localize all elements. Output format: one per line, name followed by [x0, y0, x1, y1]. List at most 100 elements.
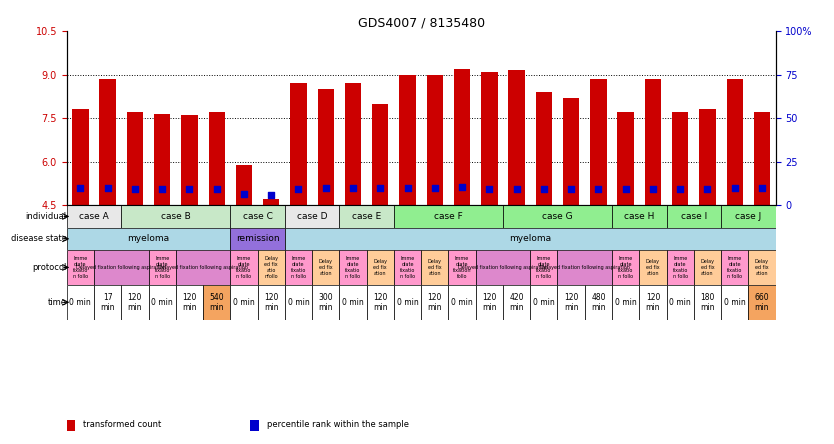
- Point: [292, 186, 305, 193]
- Text: case F: case F: [434, 212, 463, 221]
- Bar: [203, 285, 230, 320]
- Title: GDS4007 / 8135480: GDS4007 / 8135480: [358, 17, 485, 30]
- Bar: [176, 285, 203, 320]
- Text: 0 min: 0 min: [670, 298, 691, 307]
- Bar: [148, 285, 176, 320]
- Bar: [475, 285, 503, 320]
- Point: [756, 184, 769, 191]
- Text: 0 min: 0 min: [69, 298, 91, 307]
- Bar: [585, 285, 612, 320]
- Bar: [121, 205, 230, 228]
- Bar: [230, 205, 285, 228]
- Bar: [699, 110, 716, 205]
- Bar: [721, 285, 748, 320]
- Text: Delay
ed fix
ation: Delay ed fix ation: [319, 259, 333, 276]
- Bar: [612, 285, 640, 320]
- Bar: [230, 228, 285, 250]
- Bar: [427, 75, 443, 205]
- Bar: [399, 75, 415, 205]
- Bar: [236, 165, 252, 205]
- Text: 17
min: 17 min: [100, 293, 115, 312]
- Bar: [503, 285, 530, 320]
- Bar: [208, 112, 225, 205]
- Point: [155, 186, 168, 193]
- Text: 0 min: 0 min: [724, 298, 746, 307]
- Text: percentile rank within the sample: percentile rank within the sample: [267, 420, 409, 429]
- Bar: [67, 250, 94, 285]
- Text: 0 min: 0 min: [288, 298, 309, 307]
- Text: 120
min: 120 min: [428, 293, 442, 312]
- Bar: [258, 285, 285, 320]
- Text: disease state: disease state: [11, 234, 67, 243]
- Bar: [481, 72, 498, 205]
- Text: myeloma: myeloma: [128, 234, 169, 243]
- Text: protocol: protocol: [33, 263, 67, 272]
- Bar: [503, 205, 612, 228]
- Bar: [721, 250, 748, 285]
- Bar: [394, 285, 421, 320]
- Text: time: time: [48, 298, 67, 307]
- Bar: [263, 199, 279, 205]
- Point: [264, 191, 278, 198]
- Bar: [449, 285, 475, 320]
- Bar: [312, 285, 339, 320]
- Bar: [754, 112, 770, 205]
- Bar: [563, 98, 580, 205]
- Text: 120
min: 120 min: [482, 293, 496, 312]
- Bar: [475, 250, 530, 285]
- Bar: [290, 83, 307, 205]
- Bar: [557, 285, 585, 320]
- Bar: [230, 285, 258, 320]
- Bar: [372, 103, 389, 205]
- Bar: [612, 205, 666, 228]
- Text: Imme
diate
fixatio
n follo: Imme diate fixatio n follo: [236, 256, 252, 279]
- Text: Imme
diate
fixatio
n follo: Imme diate fixatio n follo: [154, 256, 170, 279]
- Bar: [640, 250, 666, 285]
- Bar: [344, 83, 361, 205]
- Bar: [454, 69, 470, 205]
- Point: [319, 185, 333, 192]
- Point: [674, 185, 687, 192]
- Text: 120
min: 120 min: [264, 293, 279, 312]
- Bar: [672, 112, 688, 205]
- Point: [510, 185, 523, 192]
- Text: Imme
diate
fixatio
n follo: Imme diate fixatio n follo: [73, 256, 88, 279]
- Text: 120
min: 120 min: [182, 293, 197, 312]
- Text: 0 min: 0 min: [533, 298, 555, 307]
- Bar: [721, 205, 776, 228]
- Bar: [590, 79, 606, 205]
- Bar: [67, 205, 121, 228]
- Text: case I: case I: [681, 212, 707, 221]
- Bar: [640, 285, 666, 320]
- Point: [565, 186, 578, 193]
- Bar: [154, 114, 170, 205]
- Bar: [394, 250, 421, 285]
- Text: 480
min: 480 min: [591, 293, 605, 312]
- Bar: [67, 228, 230, 250]
- Text: 120
min: 120 min: [373, 293, 388, 312]
- Text: Imme
diate
fixatio
n follo: Imme diate fixatio n follo: [672, 256, 688, 279]
- Text: Delay
ed fix
ation: Delay ed fix ation: [646, 259, 660, 276]
- Text: remission: remission: [236, 234, 279, 243]
- Text: Imme
diate
fixatio
n follo: Imme diate fixatio n follo: [618, 256, 633, 279]
- Text: 120
min: 120 min: [128, 293, 142, 312]
- Point: [401, 184, 414, 191]
- Bar: [421, 250, 449, 285]
- Bar: [285, 285, 312, 320]
- Bar: [617, 112, 634, 205]
- Bar: [449, 250, 475, 285]
- Text: individual: individual: [26, 212, 67, 221]
- Bar: [645, 79, 661, 205]
- Text: 540
min: 540 min: [209, 293, 224, 312]
- Bar: [394, 205, 503, 228]
- Text: Imme
diate
fixation
follo: Imme diate fixation follo: [453, 256, 471, 279]
- Text: 420
min: 420 min: [510, 293, 524, 312]
- Text: 0 min: 0 min: [451, 298, 473, 307]
- Text: Delayed fixation following aspiration: Delayed fixation following aspiration: [458, 265, 548, 270]
- Text: Delay
ed fix
atio
nfollo: Delay ed fix atio nfollo: [264, 256, 279, 279]
- Text: case H: case H: [624, 212, 655, 221]
- Point: [619, 185, 632, 192]
- Text: case J: case J: [736, 212, 761, 221]
- Bar: [285, 228, 776, 250]
- Point: [346, 185, 359, 192]
